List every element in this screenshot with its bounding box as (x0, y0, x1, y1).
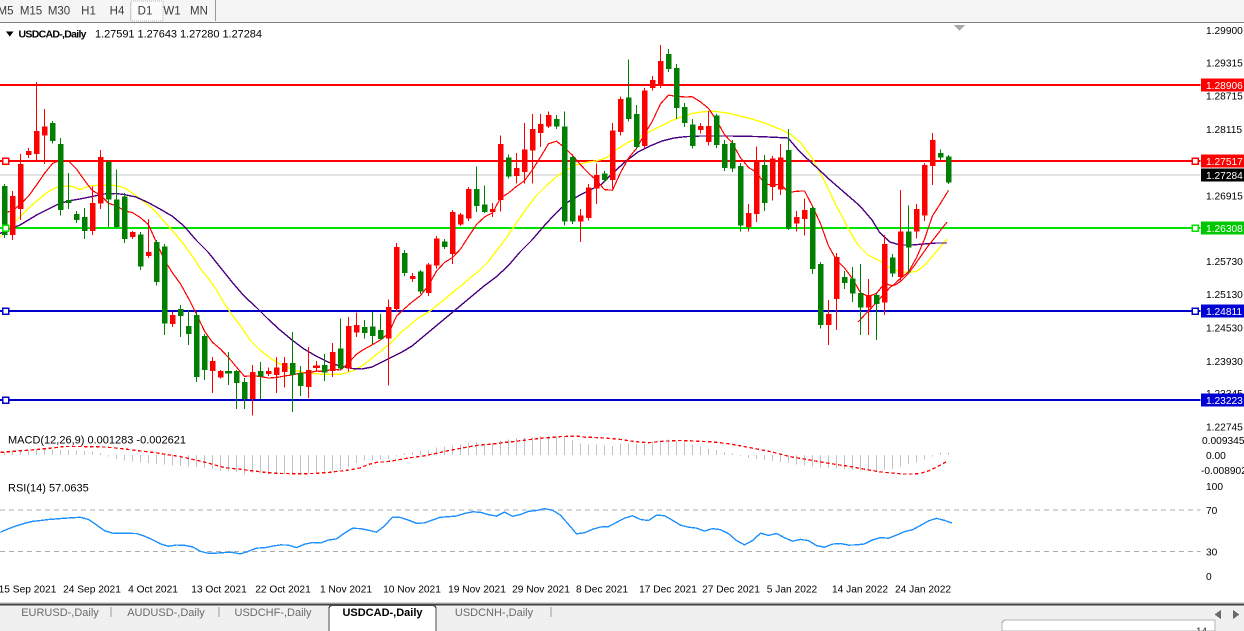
svg-text:MACD(12,26,9) 0.001283 -0.0026: MACD(12,26,9) 0.001283 -0.002621 (8, 435, 186, 447)
svg-text:1.27591 1.27643 1.27280 1.2728: 1.27591 1.27643 1.27280 1.27284 (95, 29, 262, 41)
svg-text:14 Jan 2022: 14 Jan 2022 (832, 585, 888, 596)
svg-text:-0.008902: -0.008902 (1201, 466, 1244, 477)
svg-text:30: 30 (1206, 548, 1218, 559)
svg-text:RSI(14) 57.0635: RSI(14) 57.0635 (8, 483, 89, 495)
svg-text:27 Dec 2021: 27 Dec 2021 (702, 585, 760, 596)
svg-text:USDCAD-,Daily: USDCAD-,Daily (19, 29, 87, 41)
svg-text:24 Jan 2022: 24 Jan 2022 (895, 585, 951, 596)
svg-text:1.23223: 1.23223 (1206, 396, 1243, 407)
svg-text:1.23930: 1.23930 (1206, 357, 1243, 368)
svg-text:0.009345: 0.009345 (1202, 436, 1244, 447)
svg-text:H1: H1 (81, 6, 96, 18)
svg-text:0: 0 (1206, 572, 1212, 583)
svg-text:1.24530: 1.24530 (1206, 324, 1243, 335)
svg-text:D1: D1 (138, 6, 153, 18)
svg-text:70: 70 (1206, 506, 1218, 517)
svg-text:1.25130: 1.25130 (1206, 290, 1243, 301)
svg-text:1.28115: 1.28115 (1206, 125, 1242, 136)
svg-text:EURUSD-,Daily: EURUSD-,Daily (21, 607, 99, 619)
svg-text:H4: H4 (110, 6, 125, 18)
svg-text:1.26308: 1.26308 (1206, 224, 1243, 235)
svg-text:1.27517: 1.27517 (1206, 157, 1243, 168)
svg-text:1.24811: 1.24811 (1206, 307, 1242, 318)
svg-text:22 Oct 2021: 22 Oct 2021 (255, 585, 311, 596)
svg-text:M30: M30 (48, 6, 70, 18)
svg-text:14: 14 (1196, 627, 1208, 631)
svg-text:W1: W1 (163, 6, 180, 18)
svg-text:0.00: 0.00 (1206, 451, 1226, 462)
svg-text:15 Sep 2021: 15 Sep 2021 (0, 585, 57, 596)
svg-text:1.28906: 1.28906 (1206, 81, 1243, 92)
svg-text:5 Jan 2022: 5 Jan 2022 (767, 585, 818, 596)
svg-text:AUDUSD-,Daily: AUDUSD-,Daily (127, 607, 205, 619)
svg-text:1 Nov 2021: 1 Nov 2021 (320, 585, 372, 596)
svg-text:1.27284: 1.27284 (1206, 171, 1243, 182)
svg-text:29 Nov 2021: 29 Nov 2021 (512, 585, 570, 596)
svg-text:USDCNH-,Daily: USDCNH-,Daily (455, 607, 534, 619)
svg-text:8 Dec 2021: 8 Dec 2021 (576, 585, 628, 596)
svg-text:17 Dec 2021: 17 Dec 2021 (639, 585, 697, 596)
svg-text:1.25730: 1.25730 (1206, 257, 1243, 268)
svg-text:1.29900: 1.29900 (1206, 26, 1243, 37)
svg-text:19 Nov 2021: 19 Nov 2021 (448, 585, 506, 596)
svg-text:1.29315: 1.29315 (1206, 58, 1243, 69)
svg-text:10 Nov 2021: 10 Nov 2021 (383, 585, 441, 596)
svg-text:M15: M15 (20, 6, 42, 18)
svg-text:4 Oct 2021: 4 Oct 2021 (128, 585, 178, 596)
svg-text:1.26915: 1.26915 (1206, 191, 1243, 202)
svg-text:M5: M5 (0, 6, 13, 18)
svg-text:13 Oct 2021: 13 Oct 2021 (191, 585, 247, 596)
svg-text:USDCHF-,Daily: USDCHF-,Daily (235, 607, 313, 619)
svg-text:100: 100 (1206, 482, 1223, 493)
svg-text:1.22745: 1.22745 (1206, 422, 1243, 433)
svg-text:USDCAD-,Daily: USDCAD-,Daily (342, 607, 423, 619)
svg-text:MN: MN (190, 6, 208, 18)
svg-text:1.28715: 1.28715 (1206, 92, 1243, 103)
svg-text:24 Sep 2021: 24 Sep 2021 (63, 585, 121, 596)
